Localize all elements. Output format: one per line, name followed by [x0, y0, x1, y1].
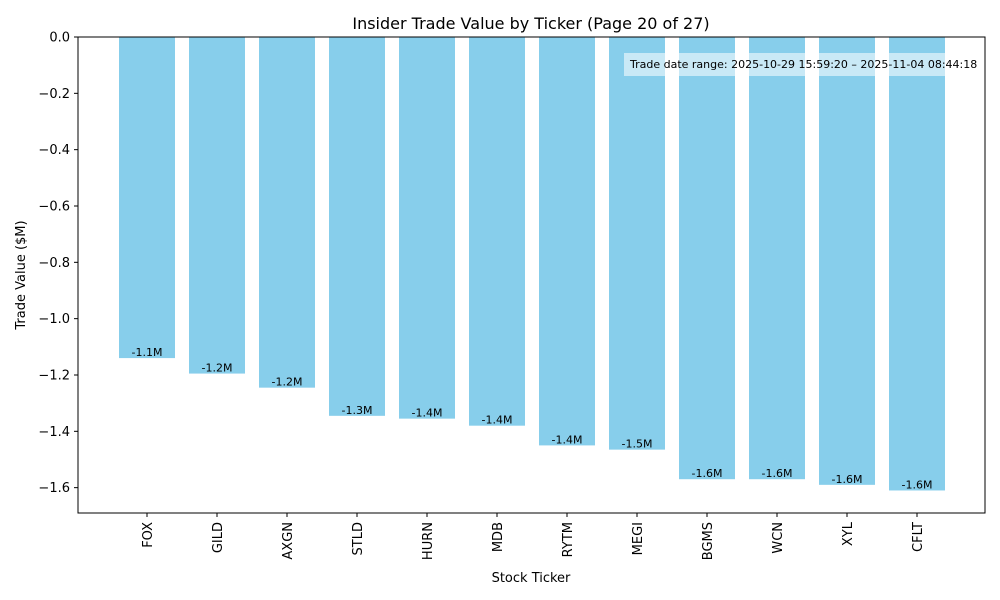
annotation-text: Trade date range: 2025-10-29 15:59:20 – …: [629, 58, 977, 71]
chart-title: Insider Trade Value by Ticker (Page 20 o…: [352, 14, 709, 33]
plot-area: -1.1M -1.2M -1.2M -1.3M -1.4M -1.4M -1.4M -1.5M…: [38, 31, 986, 560]
y-tick-label: −0.4: [38, 143, 70, 158]
y-tick-label: −0.8: [38, 256, 70, 271]
annotation-box: [624, 53, 985, 76]
y-tick-label: −1.4: [38, 425, 70, 440]
bar-fox: [119, 37, 175, 359]
data-label-stld: -1.3M: [342, 404, 373, 417]
y-tick-label: −0.6: [38, 199, 70, 214]
bar-rytm: [539, 37, 595, 446]
bar-bgms: [679, 37, 735, 480]
x-tick-label-xyl: XYL: [841, 521, 856, 546]
data-label-cflt: -1.6M: [902, 478, 933, 491]
bar-hurn: [399, 37, 455, 419]
data-label-axgn: -1.2M: [272, 376, 303, 389]
x-tick-label-axgn: AXGN: [281, 522, 296, 560]
bar-gild: [189, 37, 245, 374]
data-label-bgms: -1.6M: [692, 467, 723, 480]
x-tick-label-gild: GILD: [211, 522, 226, 553]
bar-stld: [329, 37, 385, 416]
x-tick-label-mdb: MDB: [491, 522, 506, 552]
x-tick-label-bgms: BGMS: [701, 522, 716, 560]
data-label-mdb: -1.4M: [482, 414, 513, 427]
x-tick-label-megi: MEGI: [631, 522, 646, 555]
data-label-megi: -1.5M: [622, 438, 653, 451]
data-label-xyl: -1.6M: [832, 473, 863, 486]
data-label-hurn: -1.4M: [412, 407, 443, 420]
x-tick-label-stld: STLD: [351, 522, 366, 555]
x-axis-label: Stock Ticker: [492, 571, 571, 586]
plot-frame: [77, 36, 986, 514]
x-tick-label-hurn: HURN: [421, 522, 436, 560]
bar-xyl: [819, 37, 875, 485]
y-tick-label: −0.2: [38, 87, 70, 102]
bar-wcn: [749, 37, 805, 480]
x-tick-label-cflt: CFLT: [911, 522, 926, 552]
data-label-gild: -1.2M: [202, 362, 233, 375]
data-label-rytm: -1.4M: [552, 433, 583, 446]
data-label-fox: -1.1M: [132, 346, 163, 359]
x-tick-label-wcn: WCN: [771, 522, 786, 554]
y-tick-label: −1.6: [38, 481, 70, 496]
bar-axgn: [259, 37, 315, 388]
y-axis-label: Trade Value ($M): [14, 220, 29, 330]
y-tick-label: −1.2: [38, 368, 70, 383]
bar-cflt: [889, 37, 945, 491]
bar-mdb: [469, 37, 525, 426]
bar-megi: [609, 37, 665, 450]
x-tick-label-fox: FOX: [141, 522, 156, 548]
data-label-wcn: -1.6M: [762, 467, 793, 480]
x-tick-label-rytm: RYTM: [561, 522, 576, 557]
y-tick-label: 0.0: [49, 31, 70, 46]
y-tick-label: −1.0: [38, 312, 70, 327]
